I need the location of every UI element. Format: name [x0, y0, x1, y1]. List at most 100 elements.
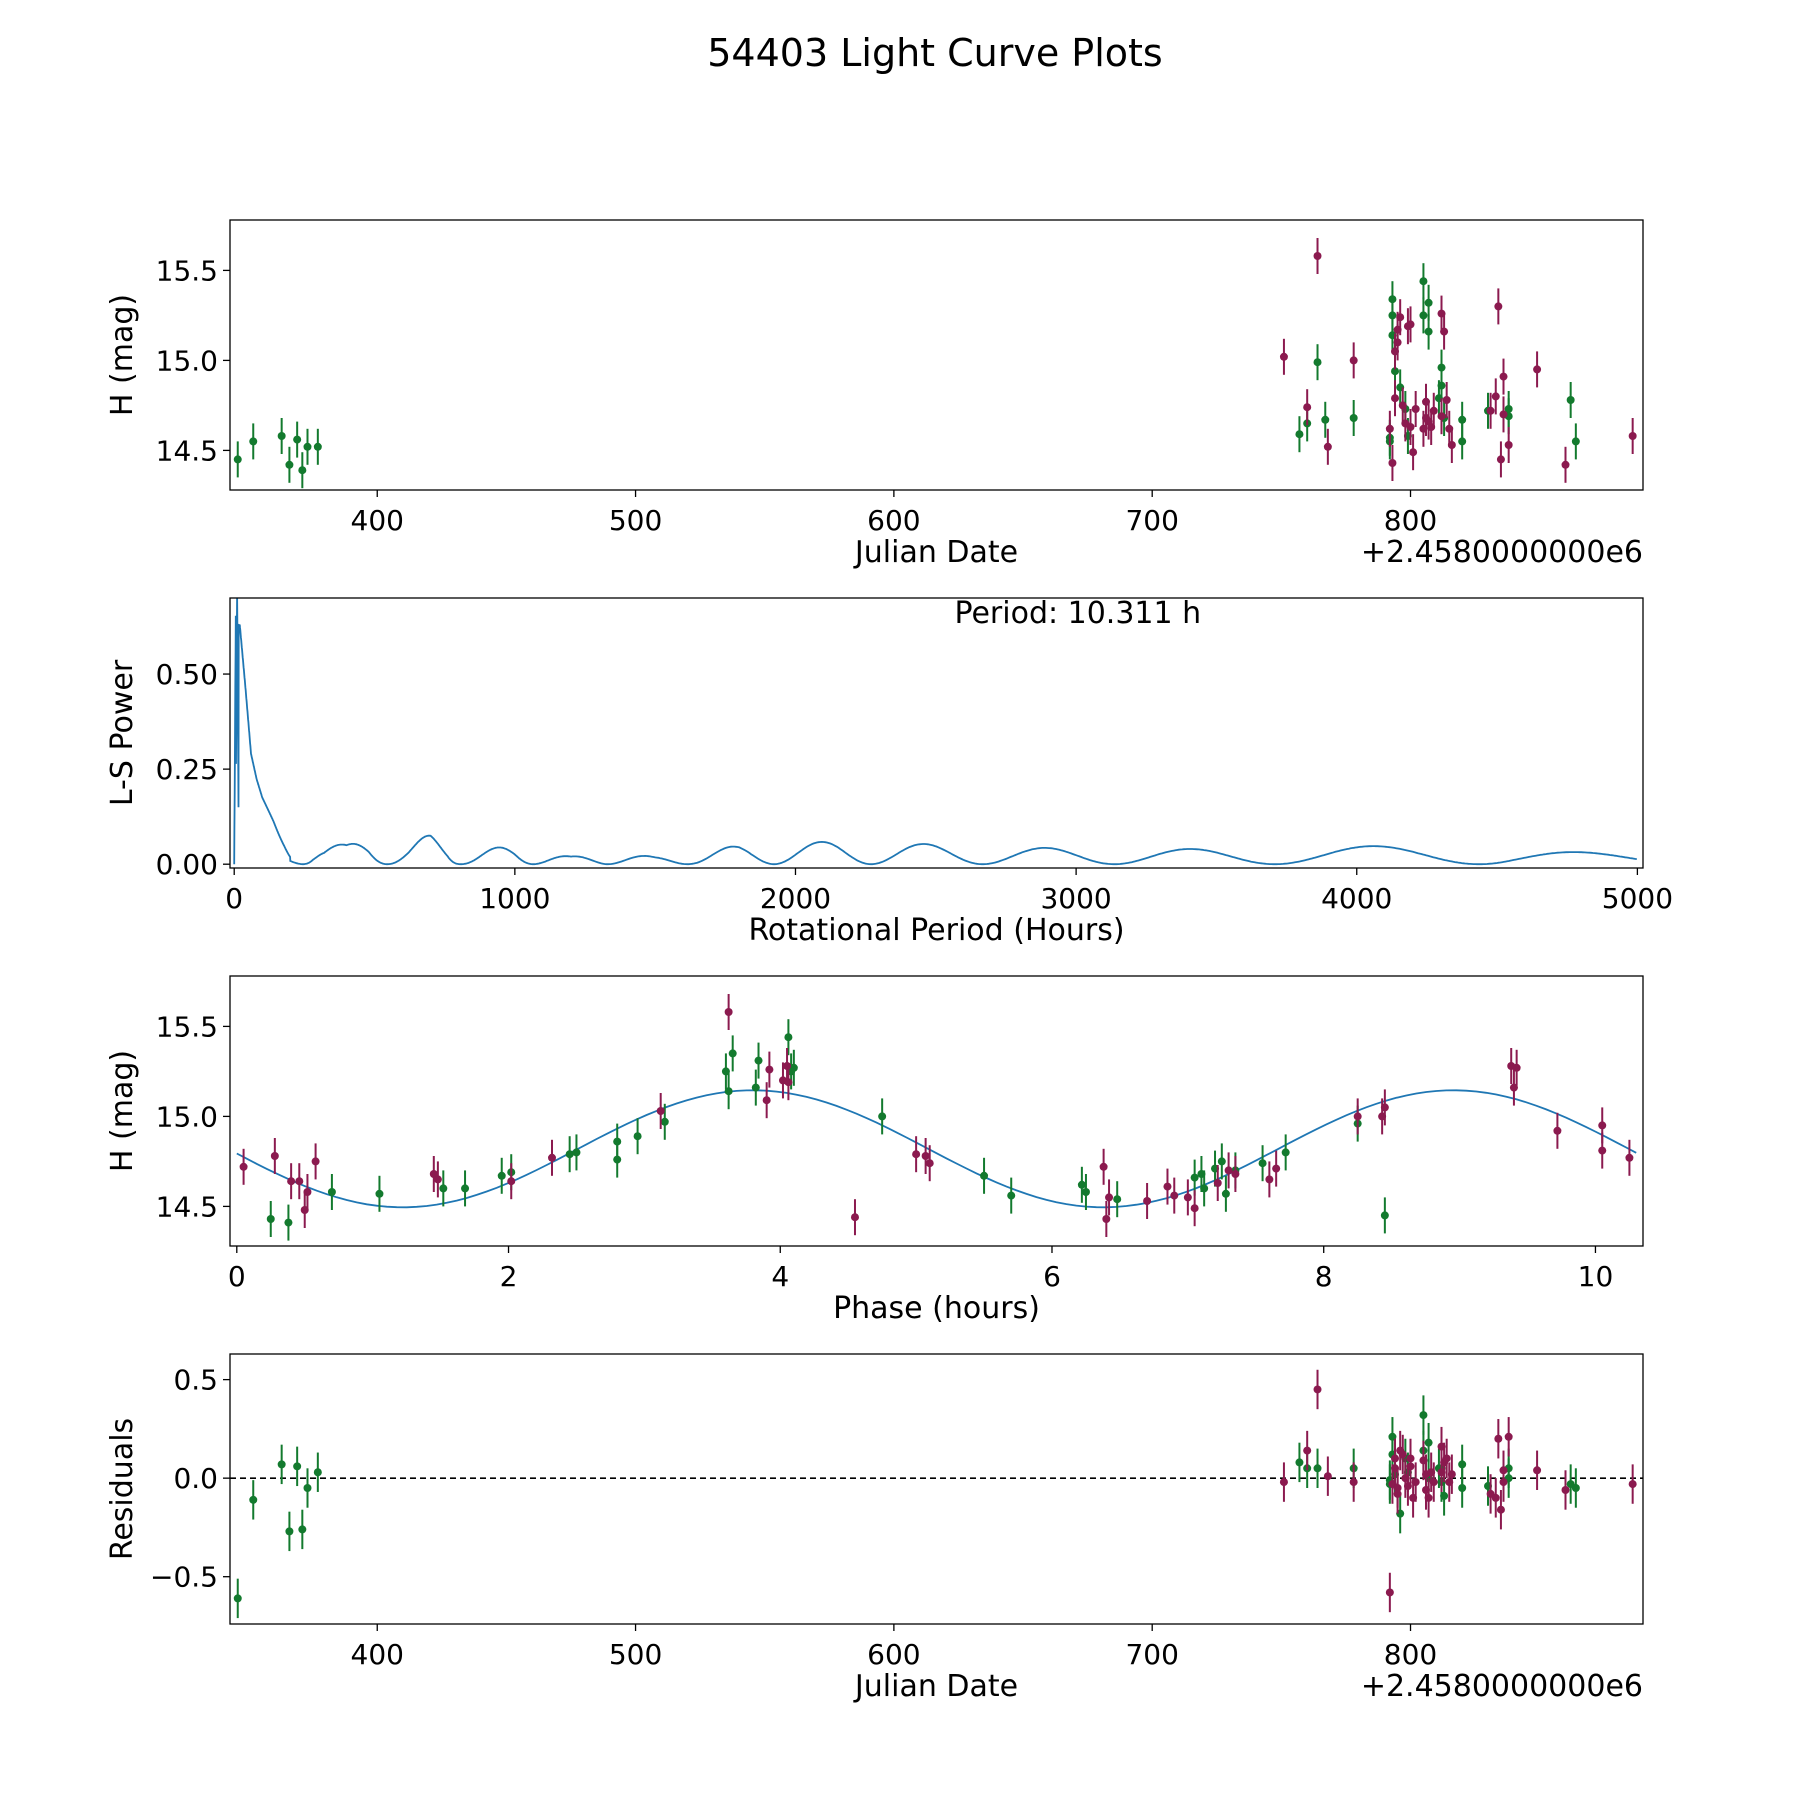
data-point-green	[293, 435, 302, 444]
data-point-maroon	[1398, 1450, 1407, 1459]
data-point-green	[266, 1215, 275, 1223]
x-tick-label: 500	[609, 1638, 662, 1671]
data-point-green	[1424, 327, 1433, 336]
data-point-maroon	[1447, 1470, 1456, 1479]
x-tick-label: 2	[500, 1260, 518, 1293]
data-point-maroon	[1279, 352, 1288, 361]
y-tick-label: 15.5	[156, 254, 218, 287]
data-point-maroon	[1349, 356, 1358, 365]
data-point-maroon	[548, 1153, 557, 1162]
x-tick-label: 400	[351, 1638, 404, 1671]
axes-frame-residuals	[229, 1353, 1644, 1625]
model-fit-curve	[236, 1089, 1637, 1209]
data-point-green	[1424, 298, 1433, 307]
data-point-maroon	[1628, 1480, 1637, 1489]
data-point-green	[1440, 1491, 1449, 1500]
data-point-maroon	[1411, 405, 1420, 413]
x-axis-label: Julian Date	[853, 535, 1018, 570]
data-point-green	[1458, 437, 1467, 446]
data-point-maroon	[270, 1152, 279, 1160]
x-offset-text: +2.4580000000e6	[1361, 1669, 1643, 1704]
y-tick-label: 0.25	[156, 753, 218, 786]
data-point-maroon	[1385, 424, 1394, 433]
x-tick-label: 6	[1043, 1260, 1061, 1293]
data-point-maroon	[1102, 1215, 1111, 1223]
data-point-green	[1007, 1191, 1016, 1200]
data-point-maroon	[295, 1177, 304, 1186]
data-point-green	[724, 1087, 733, 1096]
data-point-green	[789, 1063, 798, 1072]
data-point-green	[497, 1171, 506, 1180]
data-point-green	[313, 1468, 322, 1477]
data-point-maroon	[239, 1162, 248, 1171]
data-point-maroon	[1353, 1112, 1362, 1121]
y-tick-label: 0.00	[156, 848, 218, 881]
y-tick-label: 15.0	[156, 344, 218, 377]
data-point-maroon	[1183, 1193, 1192, 1202]
data-point-green	[277, 1460, 286, 1469]
data-point-maroon	[1437, 412, 1446, 421]
data-point-maroon	[1442, 1454, 1451, 1463]
data-point-green	[1437, 363, 1446, 372]
data-point-maroon	[433, 1175, 442, 1184]
y-tick-label: 15.5	[156, 1010, 218, 1043]
data-point-green	[1458, 1460, 1467, 1469]
data-point-green	[1295, 430, 1304, 439]
data-point-maroon	[1313, 252, 1322, 260]
data-point-maroon	[1323, 1472, 1332, 1481]
data-point-maroon	[1099, 1162, 1108, 1171]
data-point-green	[565, 1150, 574, 1159]
x-offset-text: +2.4580000000e6	[1361, 535, 1643, 570]
x-tick-label: 1000	[479, 882, 550, 915]
data-point-maroon	[1163, 1182, 1172, 1191]
data-point-maroon	[1442, 396, 1451, 404]
data-point-green	[1419, 277, 1428, 286]
x-tick-label: 0	[225, 882, 243, 915]
data-point-green	[293, 1462, 302, 1471]
data-point-maroon	[1533, 1466, 1542, 1475]
data-point-green	[1221, 1189, 1230, 1198]
data-point-maroon	[1491, 392, 1500, 401]
axes-frame-periodogram	[229, 597, 1644, 869]
x-tick-label: 400	[351, 504, 404, 537]
data-point-maroon	[1406, 423, 1415, 431]
data-point-maroon	[1396, 313, 1405, 322]
data-point-green	[1504, 405, 1513, 413]
data-point-green	[303, 442, 312, 451]
data-point-maroon	[1388, 459, 1397, 467]
x-tick-label: 5000	[1602, 882, 1673, 915]
data-point-maroon	[1499, 1478, 1508, 1487]
data-point-green	[660, 1117, 669, 1126]
data-point-maroon	[1406, 320, 1415, 329]
data-point-green	[284, 1218, 293, 1227]
data-point-maroon	[1491, 1493, 1500, 1502]
data-point-maroon	[507, 1177, 516, 1186]
data-point-green	[1313, 358, 1322, 367]
data-point-green	[1571, 1484, 1580, 1493]
x-tick-label: 700	[1125, 1638, 1178, 1671]
y-axis-label: H (mag)	[105, 294, 140, 416]
plot-area-phased	[236, 994, 1637, 1241]
y-tick-label: 15.0	[156, 1100, 218, 1133]
data-point-maroon	[1504, 441, 1513, 449]
data-point-green	[1419, 1411, 1428, 1420]
data-point-maroon	[1598, 1146, 1607, 1155]
data-point-green	[1200, 1184, 1209, 1193]
panel-phased: 0 2 4 6 8 10 14.5 15.0 15.5 Phase (hours) H (mag)	[105, 975, 1644, 1326]
data-point-green	[1458, 1484, 1467, 1493]
data-point-maroon	[724, 1008, 733, 1016]
data-point-maroon	[1279, 1478, 1288, 1487]
data-point-maroon	[311, 1157, 320, 1166]
data-point-green	[878, 1112, 887, 1121]
y-tick-label: 0.5	[173, 1364, 218, 1397]
y-tick-label: −0.5	[150, 1561, 218, 1594]
panel-periodogram: Period: 10.311 h 0 1000 2000 3000 4000 5000 0.0…	[105, 596, 1673, 948]
data-point-maroon	[287, 1177, 296, 1186]
data-point-maroon	[1499, 410, 1508, 419]
data-point-maroon	[1272, 1164, 1281, 1173]
y-tick-label: 14.5	[156, 434, 218, 467]
data-point-maroon	[1429, 406, 1438, 415]
data-point-maroon	[1105, 1193, 1114, 1202]
data-point-green	[1388, 295, 1397, 304]
data-point-green	[633, 1132, 642, 1141]
